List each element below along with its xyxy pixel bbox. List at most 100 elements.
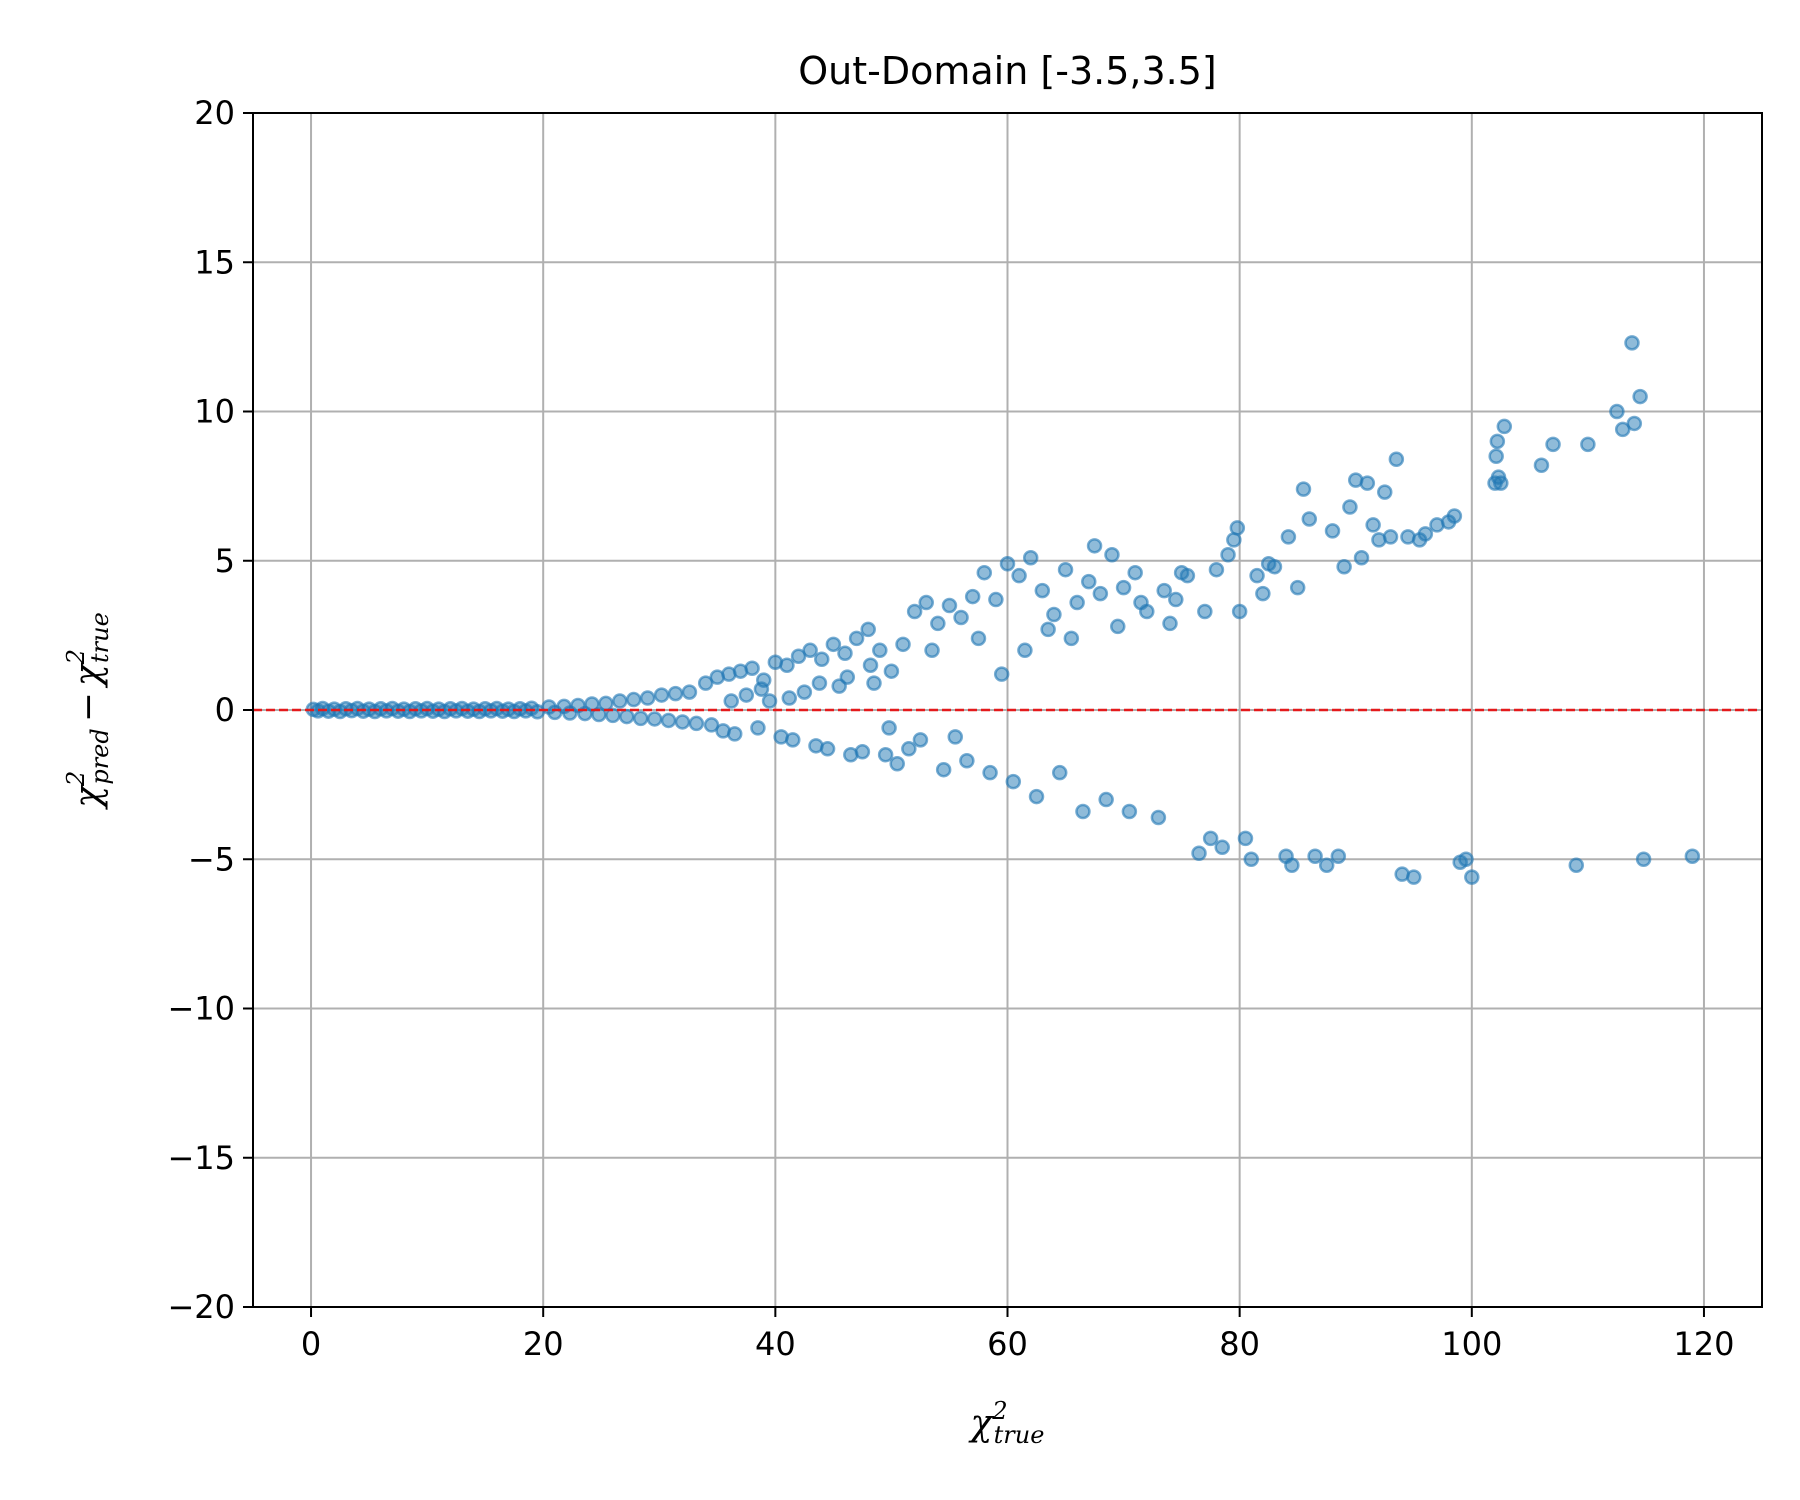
data-point <box>1626 415 1643 432</box>
data-point <box>753 681 770 697</box>
data-point <box>1069 594 1085 611</box>
data-point <box>930 615 946 632</box>
x-tick-label: 40 <box>755 1325 796 1363</box>
data-point <box>1318 857 1335 873</box>
data-point <box>1179 567 1196 584</box>
data-point <box>883 663 900 679</box>
data-point <box>744 660 760 676</box>
data-point <box>1086 538 1103 554</box>
x-axis-label: χ2 true <box>968 1397 1045 1449</box>
data-point <box>901 741 917 757</box>
data-point <box>1197 603 1213 620</box>
data-point <box>1458 851 1474 867</box>
data-point <box>1231 603 1248 620</box>
data-point <box>912 732 929 748</box>
data-point <box>1301 511 1318 527</box>
data-point <box>1609 403 1625 420</box>
data-point <box>866 675 882 691</box>
y-axis-label-b-base: χ <box>68 662 109 689</box>
data-point <box>1092 585 1109 602</box>
data-point <box>723 693 739 709</box>
data-point <box>646 711 663 727</box>
data-point <box>1266 558 1283 575</box>
y-axis-label-a-sub: pred <box>86 728 114 784</box>
data-point <box>848 630 865 647</box>
x-axis-label-base: χ <box>968 1403 995 1444</box>
data-point <box>935 761 952 778</box>
data-point <box>918 594 934 611</box>
data-point <box>697 675 714 691</box>
data-point <box>1280 529 1297 545</box>
data-point <box>1057 561 1074 578</box>
data-point <box>1063 630 1080 647</box>
data-point <box>639 690 656 706</box>
y-tick-label: −5 <box>188 840 235 878</box>
x-tick-label: 0 <box>301 1325 321 1363</box>
data-point <box>1208 561 1225 578</box>
data-point <box>1127 564 1143 581</box>
data-point <box>839 669 856 685</box>
x-axis-label-sup: 2 <box>991 1397 1007 1425</box>
data-point <box>1336 558 1352 575</box>
data-point <box>1202 830 1219 847</box>
data-point <box>1034 582 1051 599</box>
data-point <box>854 744 871 760</box>
data-point <box>1365 517 1381 533</box>
x-tick-label: 120 <box>1673 1325 1734 1363</box>
x-tick-label: 80 <box>1219 1325 1260 1363</box>
data-point <box>1081 573 1097 590</box>
data-point <box>1162 615 1178 632</box>
x-axis-label-sub: true <box>994 1421 1045 1449</box>
data-points <box>305 335 1701 885</box>
data-point <box>837 645 853 662</box>
data-point <box>738 687 755 703</box>
data-point <box>877 747 894 763</box>
data-point <box>1533 457 1550 473</box>
data-point <box>1249 567 1265 584</box>
data-point <box>988 591 1004 608</box>
data-point <box>785 732 801 748</box>
data-point <box>993 666 1010 682</box>
data-point <box>1243 851 1260 867</box>
data-point <box>1214 839 1230 856</box>
y-tick-label: −10 <box>167 990 235 1028</box>
data-point <box>779 657 795 673</box>
data-point <box>619 708 635 725</box>
data-point <box>761 693 778 709</box>
data-point <box>1046 606 1062 623</box>
data-point <box>1489 433 1506 450</box>
data-point <box>860 621 876 638</box>
y-axis-label: χ2pred−χ2true <box>62 612 114 811</box>
data-point <box>802 642 818 659</box>
data-point <box>825 636 842 653</box>
data-point <box>660 712 677 729</box>
data-point <box>612 693 628 709</box>
data-point <box>1624 335 1640 351</box>
data-point <box>667 685 684 702</box>
data-point <box>1684 848 1701 865</box>
y-tick-label: 20 <box>194 94 235 132</box>
data-point <box>653 687 670 703</box>
data-point <box>1307 848 1323 865</box>
data-point <box>1168 591 1184 608</box>
data-point <box>1040 621 1056 638</box>
data-point <box>688 715 705 732</box>
y-tick-label: 15 <box>194 243 235 281</box>
data-point <box>625 691 642 708</box>
data-point <box>862 657 879 673</box>
data-point <box>895 636 911 653</box>
data-point <box>999 555 1016 572</box>
data-point <box>1496 418 1513 435</box>
data-point <box>1464 869 1480 885</box>
data-point <box>811 675 828 691</box>
data-point <box>1446 508 1463 524</box>
data-point <box>1353 550 1370 566</box>
y-axis-ticks: 20 15 10 5 0 −5 −10 −15 −20 <box>167 94 253 1326</box>
data-point <box>781 690 798 706</box>
data-point <box>1255 585 1271 602</box>
y-tick-label: −20 <box>167 1288 235 1326</box>
data-point <box>1028 788 1045 805</box>
data-point <box>750 720 766 736</box>
data-point <box>964 588 981 605</box>
